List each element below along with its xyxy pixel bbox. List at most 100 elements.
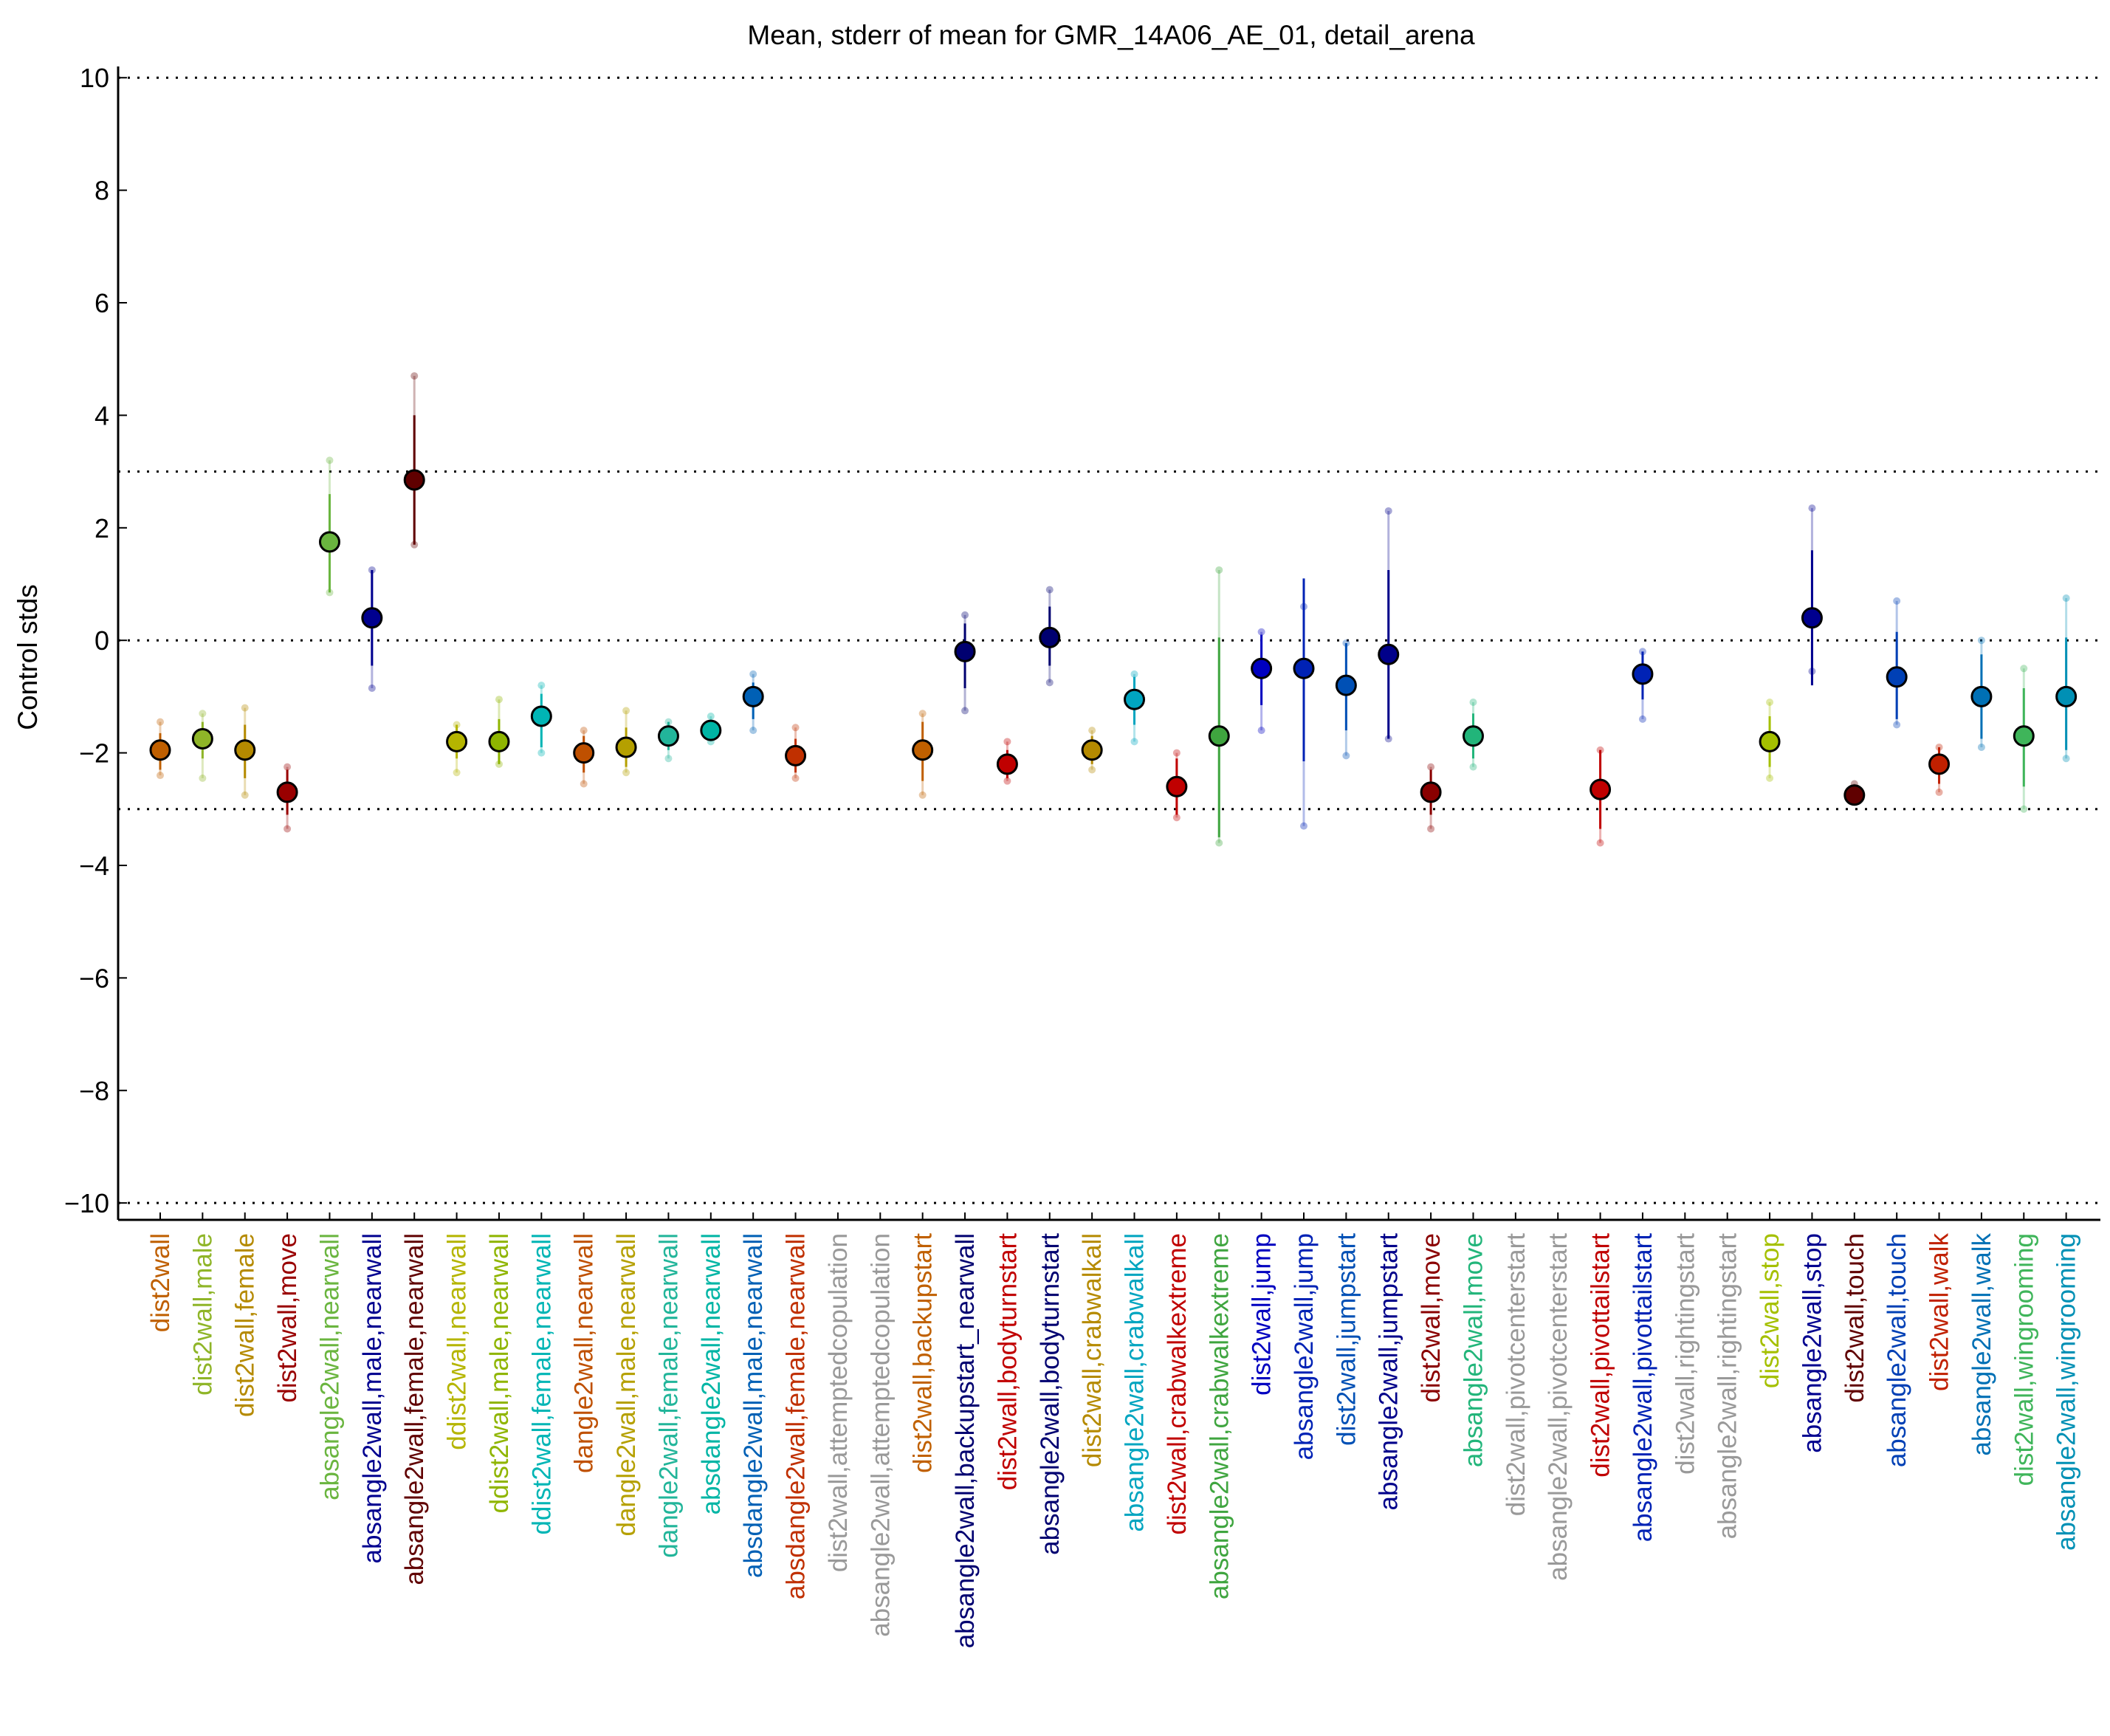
data-point-group <box>1251 628 1273 735</box>
y-tick-label: 0 <box>94 625 109 656</box>
x-tick-label: dist2wall,move <box>273 1233 302 1403</box>
range-endpoint <box>199 774 207 782</box>
x-tick-label: dist2wall,walk <box>1925 1233 1954 1391</box>
mean-marker <box>1420 781 1442 803</box>
x-tick-label: absangle2wall,crabwalkextreme <box>1205 1233 1234 1599</box>
data-point-group <box>1081 727 1103 774</box>
range-endpoint <box>1638 648 1646 656</box>
range-endpoint <box>410 372 419 380</box>
y-ticks: 10 8 6 4 2 0 −2 −4 −6 −8 −10 <box>64 63 127 1218</box>
x-tick-label: dangle2wall,male,nearwall <box>612 1233 641 1537</box>
mean-marker <box>996 753 1018 775</box>
x-tick-label: dist2wall,pivotcenterstart <box>1502 1233 1530 1516</box>
mean-marker <box>657 725 679 747</box>
y-tick-label: −10 <box>64 1188 109 1218</box>
data-point-group <box>2055 594 2078 763</box>
x-tick-labels: dist2wall dist2wall,male dist2wall,female d… <box>146 1233 2081 1649</box>
range-endpoint <box>1384 507 1392 515</box>
x-tick-label: dist2wall,male <box>188 1233 217 1396</box>
data-marks <box>149 372 2078 1220</box>
y-tick-label: 10 <box>80 63 109 93</box>
range-endpoint <box>199 710 207 718</box>
mean-marker <box>2055 685 2078 707</box>
range-endpoint <box>749 670 757 678</box>
range-endpoint <box>1808 668 1816 676</box>
range-endpoint <box>283 763 292 771</box>
data-point-group <box>1420 763 1442 833</box>
range-endpoint <box>1469 699 1477 707</box>
x-tick-label: absangle2wall,backupstart_nearwall <box>951 1233 980 1648</box>
data-point-group <box>361 566 383 692</box>
range-endpoint <box>157 718 164 726</box>
range-endpoint <box>241 704 249 712</box>
mean-marker <box>1590 778 1612 800</box>
range-endpoint <box>283 825 292 833</box>
x-tick-label: dist2wall <box>146 1233 175 1332</box>
x-tick-label: dist2wall,jumpstart <box>1332 1233 1361 1446</box>
range-endpoint <box>1088 766 1096 774</box>
y-tick-label: 8 <box>94 176 109 206</box>
x-tick-label: absdangle2wall,female,nearwall <box>782 1233 811 1599</box>
data-point-group <box>1928 743 1951 796</box>
mean-marker <box>403 469 425 491</box>
mean-marker <box>742 685 764 707</box>
range-endpoint <box>580 780 588 788</box>
data-point-group <box>2013 665 2035 813</box>
x-tick-label: ddist2wall,female,nearwall <box>527 1233 556 1535</box>
x-tick-label: absangle2wall,crabwalkall <box>1121 1233 1149 1532</box>
data-point-group <box>488 696 510 768</box>
range-endpoint <box>1172 749 1181 757</box>
data-point-group <box>1124 670 1146 746</box>
mean-marker <box>276 781 298 803</box>
data-point-group <box>912 710 934 799</box>
data-point-group <box>1293 578 1315 830</box>
range-endpoint <box>453 721 461 729</box>
range-endpoint <box>707 713 715 721</box>
mean-marker <box>954 640 976 662</box>
y-tick-label: 6 <box>94 288 109 318</box>
range-endpoint <box>749 727 757 735</box>
mean-marker <box>361 607 383 629</box>
range-endpoint <box>664 755 673 763</box>
mean-marker <box>1208 725 1230 747</box>
mean-marker <box>488 730 510 752</box>
data-point-group <box>1801 504 1823 686</box>
x-tick-label: absangle2wall,stop <box>1798 1233 1827 1453</box>
data-point-group <box>954 611 976 715</box>
range-endpoint <box>1299 822 1307 830</box>
mean-marker <box>1378 643 1400 665</box>
data-point-group <box>234 704 256 799</box>
range-endpoint <box>1808 504 1816 512</box>
range-endpoint <box>410 541 419 549</box>
range-endpoint <box>157 772 164 780</box>
range-endpoint <box>1003 777 1011 785</box>
data-point-group <box>1208 566 1230 847</box>
data-point-group <box>1843 780 1866 806</box>
data-point-group <box>742 670 764 735</box>
x-tick-label: dist2wall,jump <box>1248 1233 1276 1396</box>
x-tick-label: absangle2wall,bodyturnstart <box>1036 1233 1065 1555</box>
y-tick-label: 2 <box>94 513 109 543</box>
range-endpoint <box>1893 597 1901 605</box>
range-endpoint <box>1299 603 1307 611</box>
data-point-group <box>657 718 679 763</box>
mean-marker <box>615 736 637 758</box>
range-endpoint <box>1427 825 1435 833</box>
data-point-group <box>996 738 1018 785</box>
mean-marker <box>1335 674 1357 696</box>
mean-marker <box>318 531 340 553</box>
range-endpoint <box>664 718 673 726</box>
data-point-group <box>1378 507 1400 743</box>
mean-marker <box>191 728 213 750</box>
range-endpoint <box>1215 566 1223 574</box>
x-tick-label: absangle2wall,male,nearwall <box>358 1233 387 1563</box>
range-endpoint <box>1935 788 1943 796</box>
range-endpoint <box>2062 594 2070 603</box>
x-tick-label: absangle2wall,attemptedcopulation <box>866 1233 895 1637</box>
data-point-group <box>530 682 552 757</box>
mean-marker <box>234 739 256 761</box>
data-point-group <box>615 707 637 777</box>
data-point-group <box>573 727 595 788</box>
